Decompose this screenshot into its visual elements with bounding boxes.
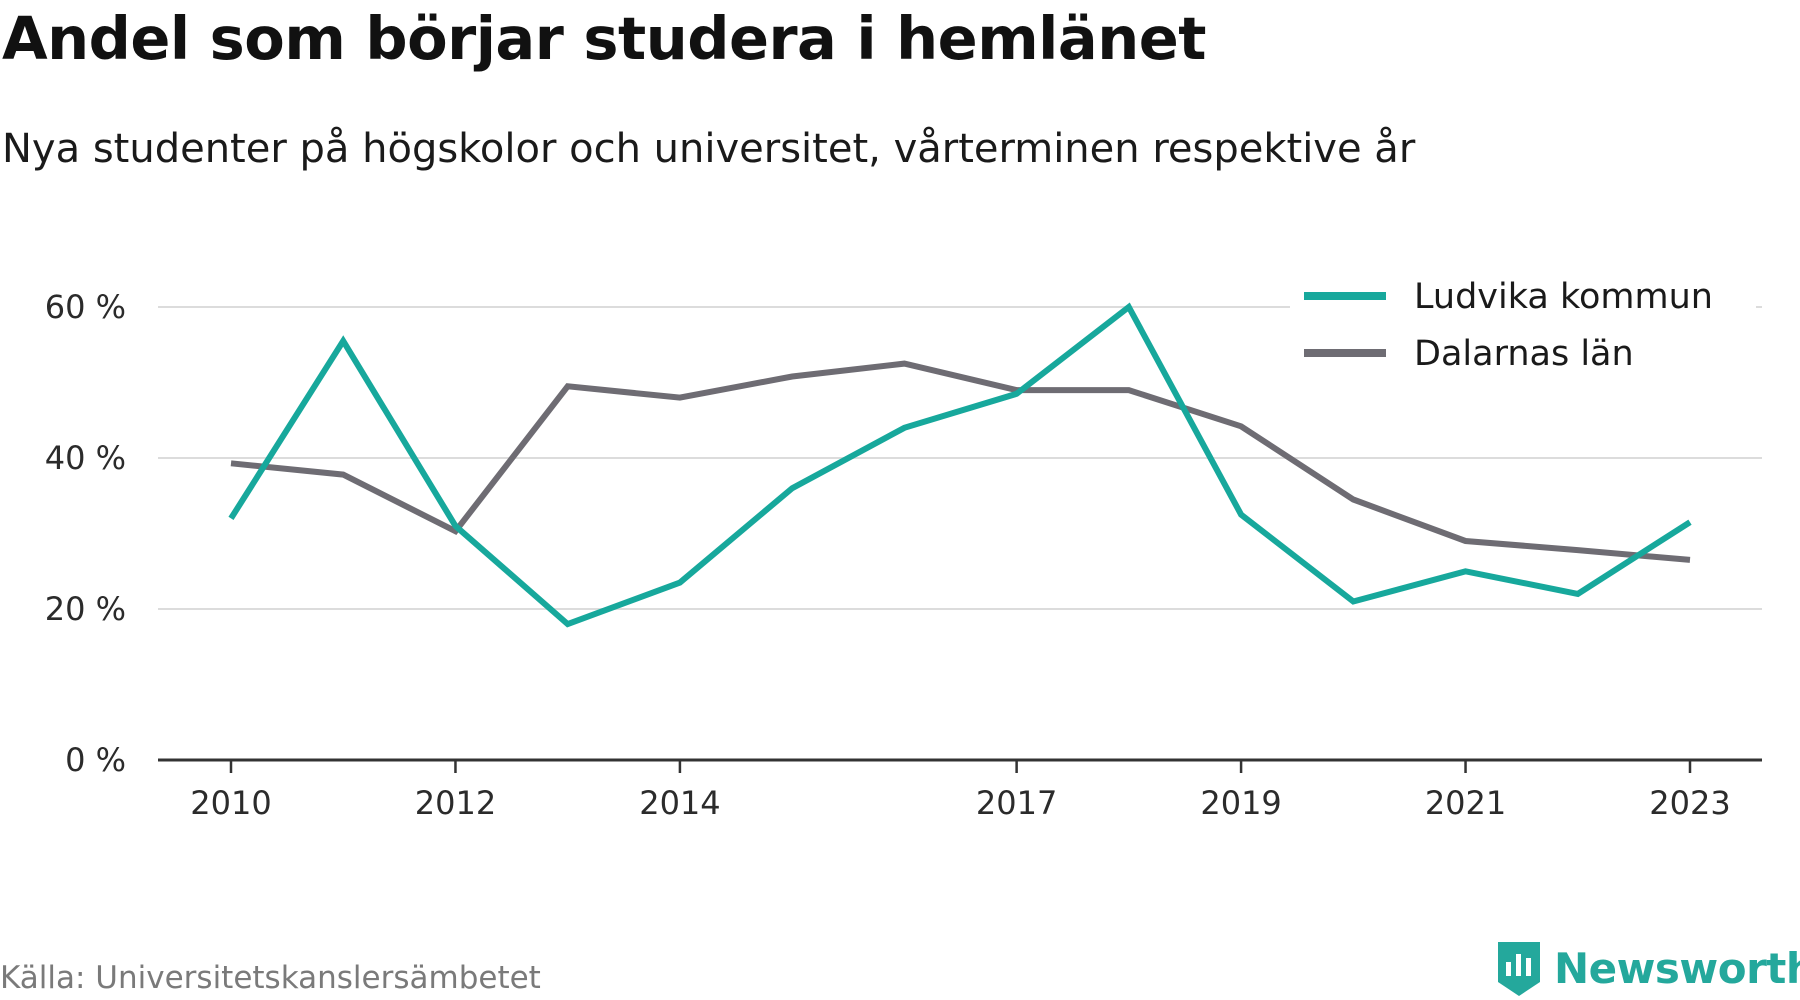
y-tick-label: 40 % (45, 439, 126, 477)
chart-subtitle: Nya studenter på högskolor och universit… (2, 126, 1416, 172)
source-note: Källa: Universitetskanslersämbetet (0, 960, 541, 996)
x-tick-label: 2019 (1200, 784, 1281, 822)
y-axis-labels: 0 % 20 % 40 % 60 % (45, 288, 126, 779)
x-tick-label: 2012 (415, 784, 496, 822)
y-tick-label: 20 % (45, 590, 126, 628)
series-line-ludvika-kommun (228, 302, 1692, 628)
chart-title: Andel som börjar studera i hemlänet (2, 4, 1206, 73)
x-tick-label: 2010 (190, 784, 271, 822)
x-axis-labels: 2010 2012 2014 2017 2019 2021 2023 (190, 760, 1731, 822)
legend: Ludvika kommun Dalarnas län (1290, 268, 1756, 386)
x-tick-label: 2014 (639, 784, 720, 822)
series-lines (228, 302, 1692, 628)
legend-background (1290, 268, 1756, 386)
newsworthy-logo-icon (1498, 942, 1540, 996)
legend-label-ludvika-kommun: Ludvika kommun (1414, 277, 1713, 317)
y-tick-label: 0 % (65, 741, 126, 779)
series-line-dalarnas-l-n (230, 360, 1691, 563)
x-tick-label: 2023 (1649, 784, 1730, 822)
legend-label-dalarnas-l-n: Dalarnas län (1414, 334, 1634, 374)
x-tick-label: 2021 (1425, 784, 1506, 822)
x-tick-label: 2017 (976, 784, 1057, 822)
brand-name: Newsworthy (1554, 943, 1800, 993)
brand-logo: Newsworthy (1494, 938, 1800, 998)
y-tick-label: 60 % (45, 288, 126, 326)
